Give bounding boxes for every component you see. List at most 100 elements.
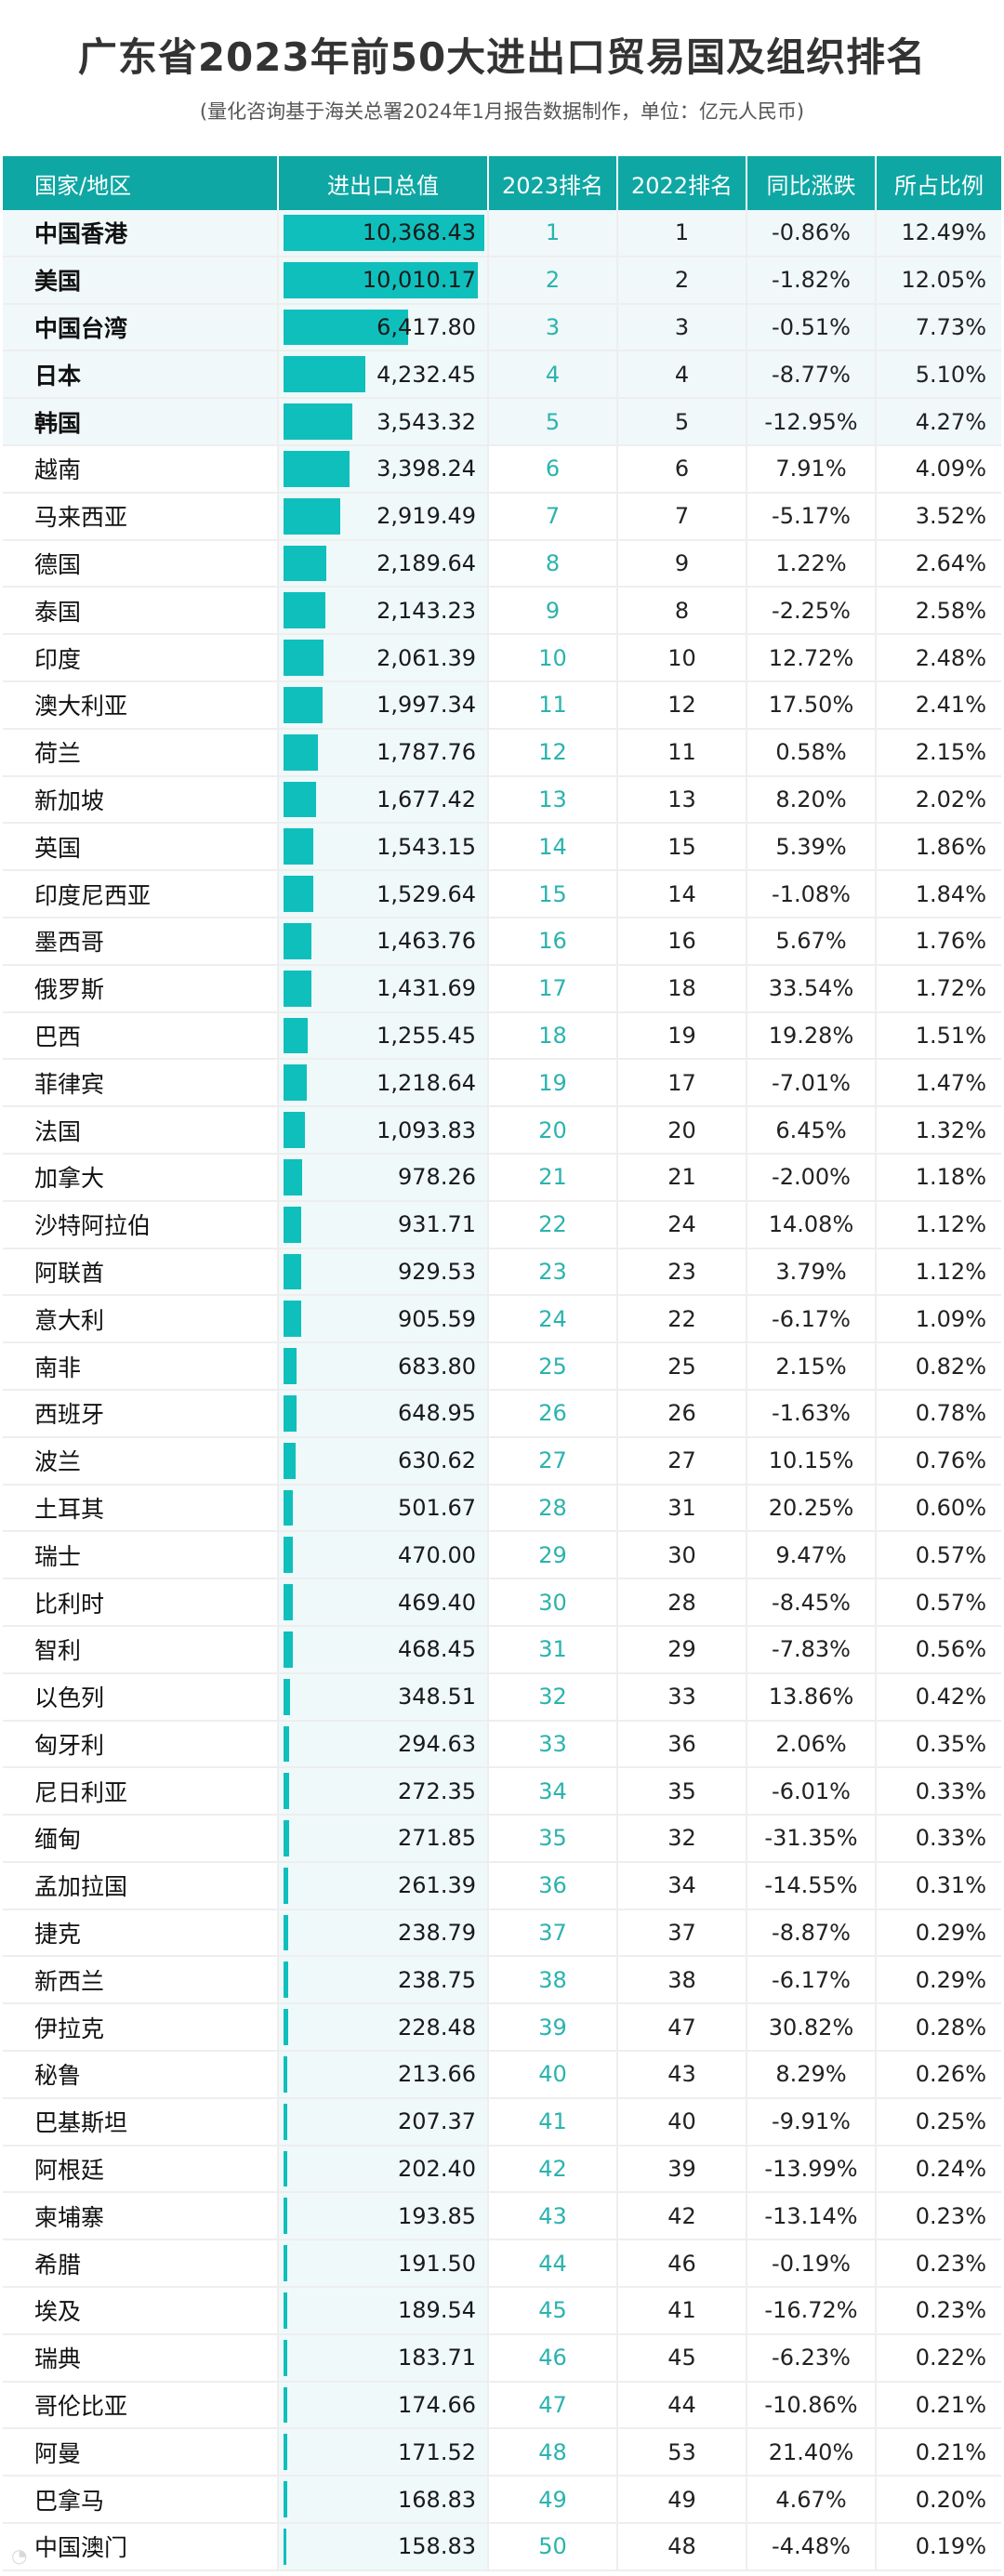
- total-value-cell: 683.80: [279, 1343, 489, 1389]
- rank-2022: 38: [618, 1957, 747, 2003]
- rank-2022: 3: [618, 304, 747, 350]
- share-percent: 1.12%: [915, 1211, 986, 1238]
- value-bar: [284, 1820, 289, 1856]
- country-name: 智利: [3, 1626, 279, 1672]
- rank-2023: 48: [489, 2429, 618, 2476]
- table-row: 荷兰 1,787.76 12 11 0.58% 2.15%: [3, 729, 1001, 777]
- rank-2023: 40: [489, 2052, 618, 2097]
- total-value: 1,677.42: [376, 786, 476, 812]
- rank-2022: 1: [618, 210, 747, 256]
- rank-2023: 12: [489, 729, 618, 775]
- yoy-change: -6.01%: [747, 1768, 877, 1815]
- total-value-cell: 470.00: [279, 1532, 489, 1579]
- rank-2022: 11: [618, 729, 747, 775]
- value-bar: [284, 1867, 288, 1904]
- yoy-change: -8.87%: [747, 1909, 877, 1956]
- value-bar: [284, 1962, 288, 1999]
- value-bar: [284, 781, 316, 818]
- value-bar: [284, 2434, 287, 2471]
- rank-2022: 19: [618, 1012, 747, 1059]
- rank-2023: 26: [489, 1390, 618, 1436]
- total-value-cell: 468.45: [279, 1626, 489, 1672]
- total-value: 468.45: [398, 1636, 476, 1663]
- rank-2023: 22: [489, 1201, 618, 1248]
- rank-2023: 10: [489, 635, 618, 680]
- total-value-cell: 1,431.69: [279, 965, 489, 1011]
- rank-2022: 26: [618, 1390, 747, 1436]
- total-value: 1,431.69: [376, 975, 476, 1002]
- total-value-cell: 193.85: [279, 2193, 489, 2239]
- share-percent: 0.19%: [915, 2533, 986, 2560]
- rank-2022: 40: [618, 2098, 747, 2145]
- table-row: 阿根廷 202.40 42 39 -13.99% 0.24%: [3, 2146, 1001, 2194]
- share-percent: 2.15%: [915, 739, 986, 766]
- yoy-change: -10.86%: [747, 2382, 877, 2428]
- value-bar: [284, 1206, 301, 1243]
- rank-2023: 13: [489, 776, 618, 823]
- value-bar: [284, 1489, 293, 1526]
- share-percent: 1.09%: [915, 1305, 986, 1332]
- total-value: 207.37: [398, 2108, 476, 2135]
- country-name: 印度尼西亚: [3, 871, 279, 917]
- total-value: 6,417.80: [376, 313, 476, 340]
- table-row: 菲律宾 1,218.64 19 17 -7.01% 1.47%: [3, 1060, 1001, 1108]
- table-row: 匈牙利 294.63 33 36 2.06% 0.35%: [3, 1721, 1001, 1769]
- total-value-cell: 10,368.43: [279, 210, 489, 256]
- total-value-cell: 905.59: [279, 1296, 489, 1342]
- table-row: 越南 3,398.24 6 6 7.91% 4.09%: [3, 445, 1001, 494]
- rank-2022: 27: [618, 1437, 747, 1484]
- table-row: 阿联酋 929.53 23 23 3.79% 1.12%: [3, 1248, 1001, 1297]
- value-bar: [284, 2481, 287, 2518]
- total-value: 1,543.15: [376, 833, 476, 860]
- total-value: 272.35: [398, 1777, 476, 1804]
- yoy-change: -9.91%: [747, 2098, 877, 2145]
- total-value: 238.79: [398, 1920, 476, 1947]
- value-bar: [284, 1112, 305, 1148]
- rank-2023: 39: [489, 2004, 618, 2051]
- value-bar: [284, 356, 365, 393]
- value-bar: [284, 1537, 293, 1574]
- value-bar: [284, 1442, 296, 1479]
- rank-2023: 11: [489, 681, 618, 728]
- rank-2023: 24: [489, 1296, 618, 1342]
- total-value-cell: 10,010.17: [279, 257, 489, 303]
- total-value: 271.85: [398, 1825, 476, 1852]
- rank-2022: 28: [618, 1579, 747, 1625]
- rank-2023: 41: [489, 2098, 618, 2145]
- country-name: 捷克: [3, 1909, 279, 1956]
- country-name: 柬埔寨: [3, 2193, 279, 2239]
- rank-2023: 19: [489, 1060, 618, 1106]
- total-value: 978.26: [398, 1164, 476, 1191]
- value-bar: [284, 2150, 287, 2187]
- value-bar: [284, 545, 326, 582]
- share-percent: 4.09%: [915, 456, 986, 482]
- rank-2023: 20: [489, 1107, 618, 1153]
- country-name: 美国: [3, 257, 279, 303]
- yoy-change: 12.72%: [747, 635, 877, 680]
- rank-2023: 17: [489, 965, 618, 1011]
- rank-2022: 32: [618, 1816, 747, 1861]
- rank-2023: 44: [489, 2240, 618, 2287]
- total-value-cell: 1,218.64: [279, 1060, 489, 1106]
- value-bar: [284, 2103, 287, 2140]
- table-row: 比利时 469.40 30 28 -8.45% 0.57%: [3, 1579, 1001, 1627]
- total-value-cell: 202.40: [279, 2146, 489, 2192]
- country-name: 日本: [3, 351, 279, 398]
- share-percent: 7.73%: [915, 313, 986, 340]
- share-percent: 2.02%: [915, 786, 986, 812]
- share-percent: 0.23%: [915, 2297, 986, 2324]
- rank-2023: 36: [489, 1862, 618, 1909]
- rank-2023: 34: [489, 1768, 618, 1815]
- table-row: 土耳其 501.67 28 31 20.25% 0.60%: [3, 1485, 1001, 1533]
- total-value-cell: 931.71: [279, 1201, 489, 1248]
- total-value-cell: 2,061.39: [279, 635, 489, 680]
- total-value-cell: 3,398.24: [279, 445, 489, 492]
- country-name: 阿联酋: [3, 1248, 279, 1295]
- yoy-change: -14.55%: [747, 1862, 877, 1909]
- rank-2022: 29: [618, 1626, 747, 1672]
- total-value: 1,093.83: [376, 1116, 476, 1143]
- table-row: 秘鲁 213.66 40 43 8.29% 0.26%: [3, 2052, 1001, 2099]
- value-bar: [284, 1301, 301, 1338]
- total-value: 1,463.76: [376, 928, 476, 955]
- total-value-cell: 228.48: [279, 2004, 489, 2051]
